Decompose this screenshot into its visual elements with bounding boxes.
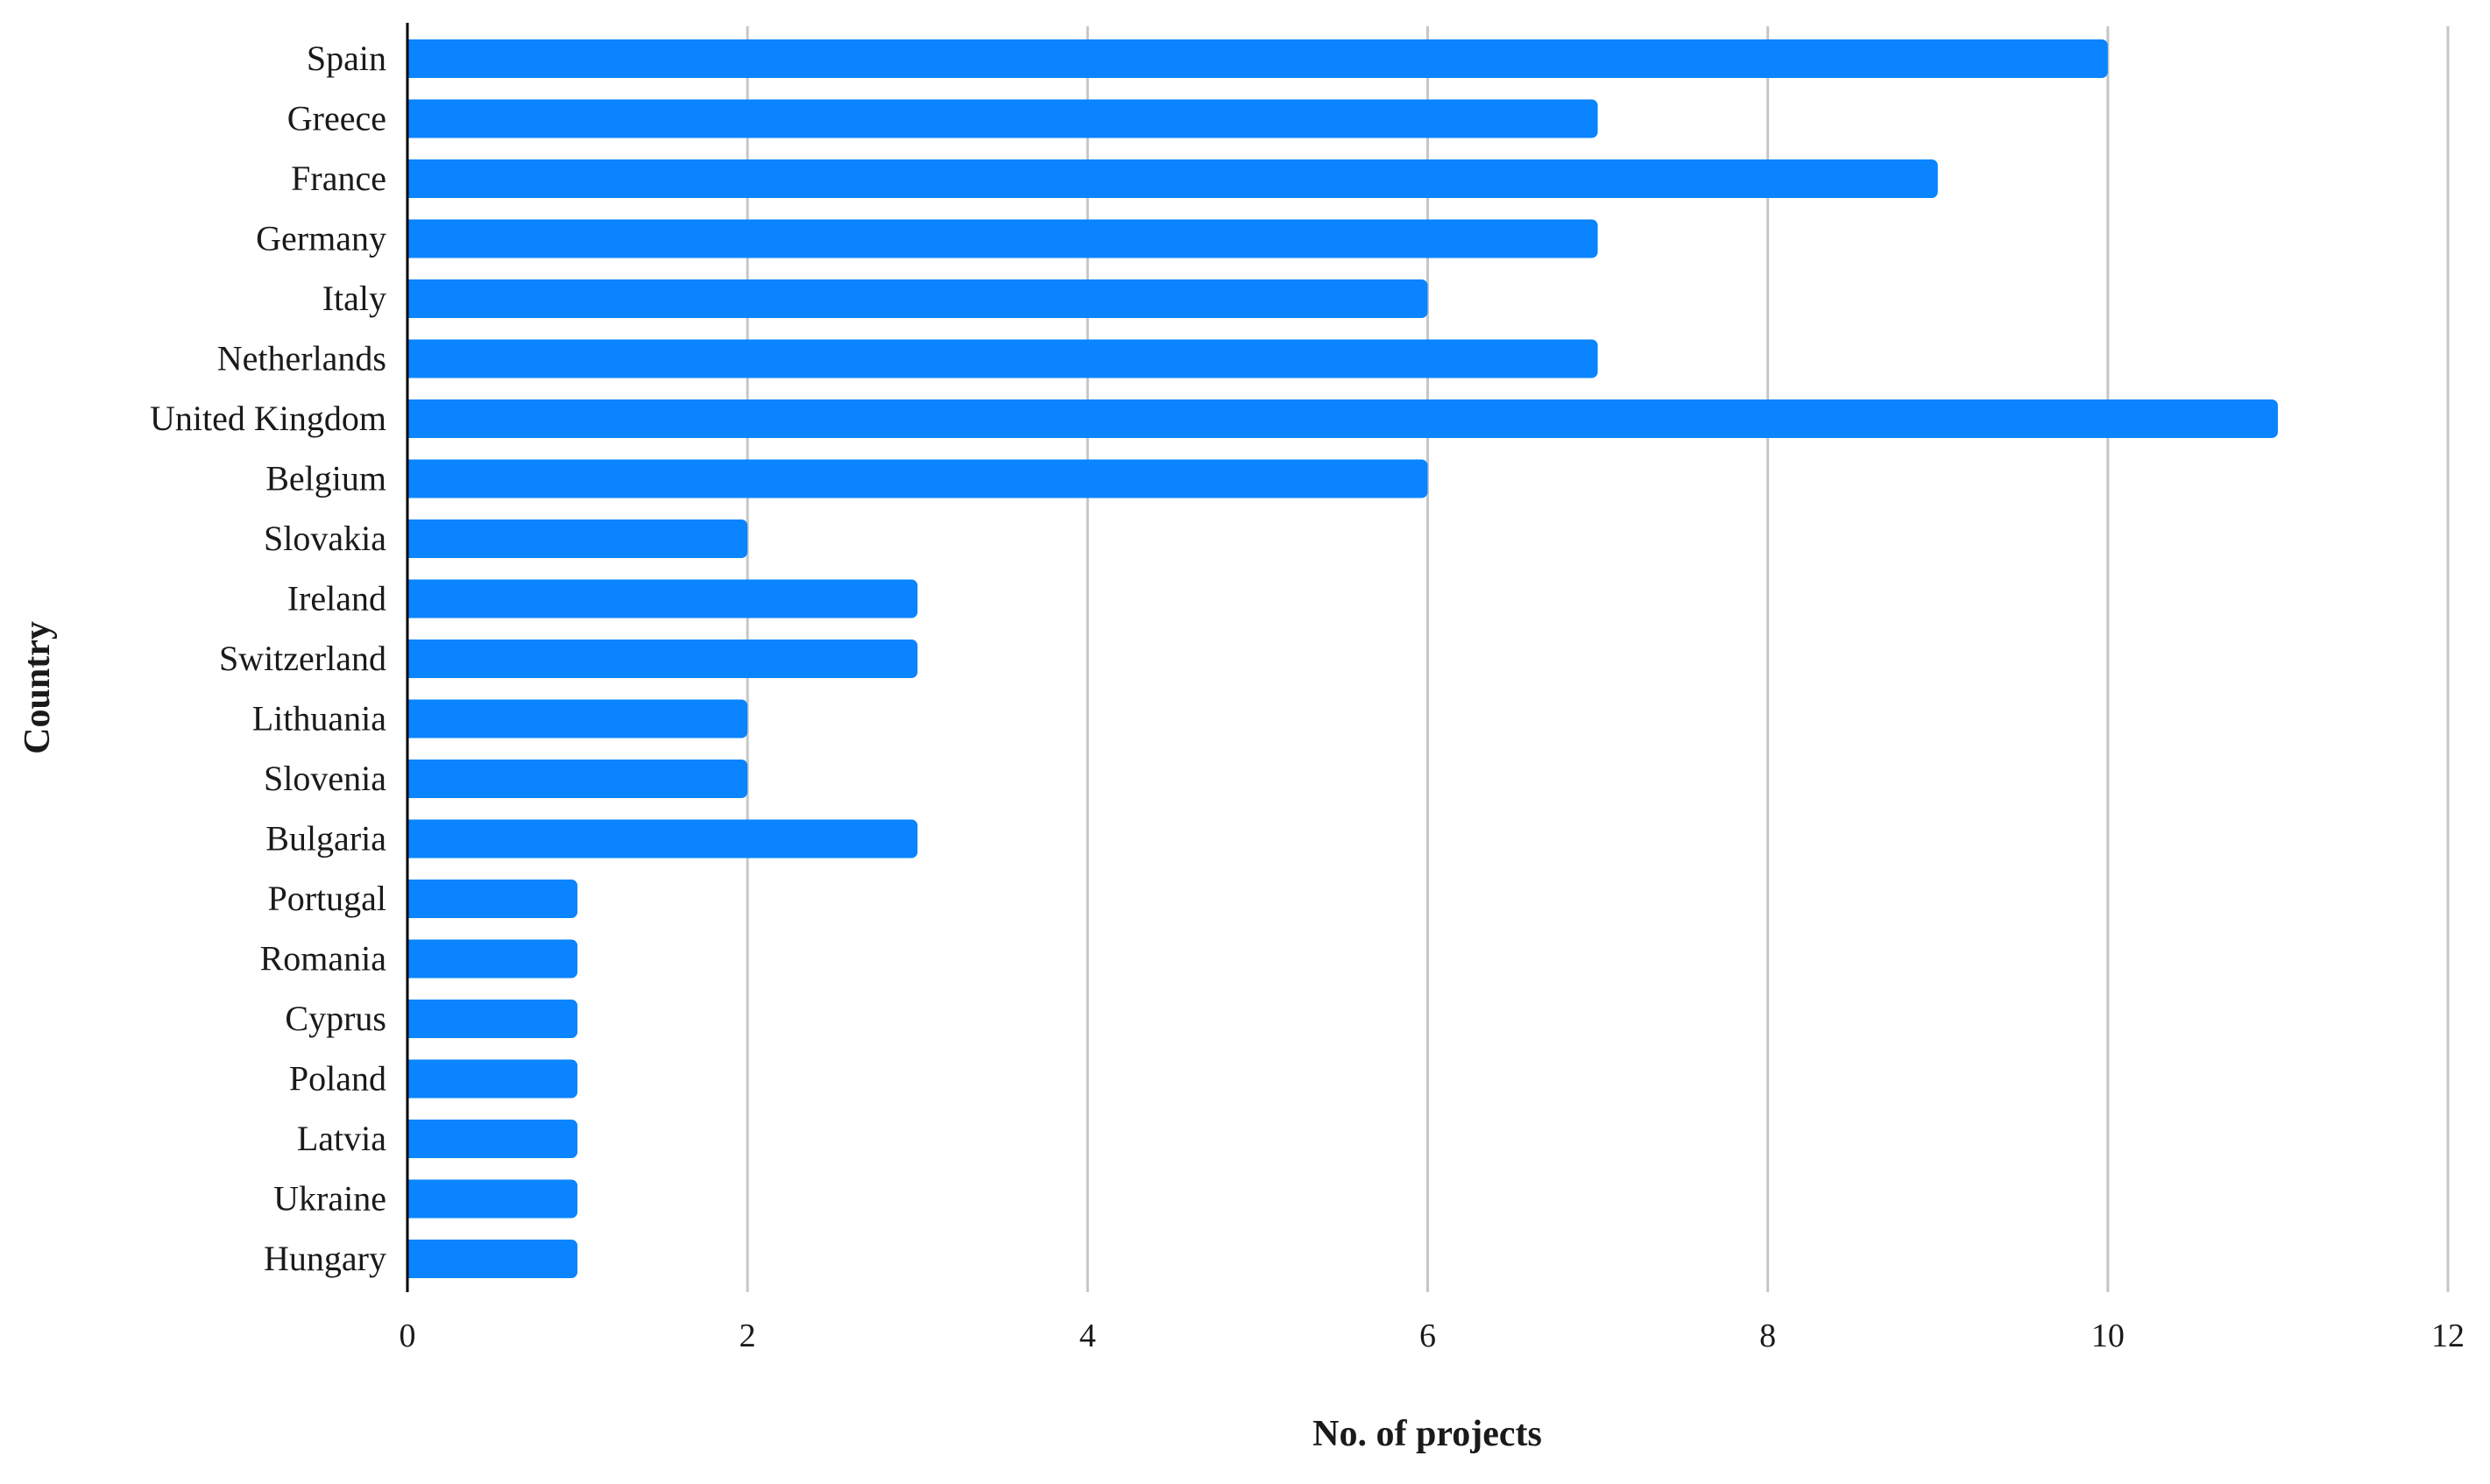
bar (407, 519, 748, 558)
bar-base (407, 939, 416, 979)
bar (407, 939, 578, 979)
y-tick-label: United Kingdom (150, 399, 386, 438)
bar-base (407, 1179, 416, 1219)
bar (407, 339, 1598, 378)
y-tick-label: Belgium (265, 459, 386, 498)
bar (407, 1120, 578, 1158)
x-tick-label: 2 (739, 1318, 756, 1354)
bar (407, 1240, 578, 1278)
y-tick-label: Spain (307, 39, 386, 78)
x-tick-label: 0 (400, 1318, 416, 1354)
bar-base (407, 1120, 416, 1158)
bar (407, 640, 918, 678)
bar-base (407, 339, 416, 378)
y-tick-label: Germany (256, 219, 386, 258)
y-tick-label: Netherlands (217, 339, 386, 378)
bar (407, 99, 1598, 138)
bar (407, 760, 748, 798)
bar (407, 399, 2278, 438)
x-tick-label: 6 (1419, 1318, 1436, 1354)
bar-base (407, 159, 416, 198)
bar (407, 1059, 578, 1099)
gridlines (746, 26, 2450, 1292)
y-tick-label: Greece (287, 99, 386, 138)
bar (407, 279, 1428, 318)
y-tick-label: Slovakia (264, 519, 386, 558)
y-tick-label: Italy (322, 279, 386, 318)
bar-base (407, 819, 416, 859)
y-tick-label: Romania (260, 939, 387, 979)
bar (407, 699, 748, 738)
bar (407, 1000, 578, 1038)
y-tick-label: Poland (289, 1059, 386, 1099)
x-tick-label: 4 (1079, 1318, 1096, 1354)
bar-base (407, 1000, 416, 1038)
bar (407, 880, 578, 918)
bar-base (407, 1059, 416, 1099)
bar-base (407, 699, 416, 738)
y-tick-label: Cyprus (285, 999, 386, 1038)
bar (407, 39, 2108, 78)
bar-base (407, 579, 416, 618)
y-axis-title: Country (18, 621, 58, 754)
bar-base (407, 219, 416, 258)
bar (407, 819, 918, 859)
x-tick-label: 8 (1759, 1318, 1776, 1354)
bar-base (407, 99, 416, 138)
x-tick-label: 12 (2431, 1318, 2465, 1354)
y-tick-label: Lithuania (252, 699, 387, 738)
y-tick-label: Ukraine (273, 1179, 386, 1219)
bar-base (407, 640, 416, 678)
bar-base (407, 880, 416, 918)
bar-base (407, 1240, 416, 1278)
bar-base (407, 459, 416, 498)
x-axis-title: No. of projects (1312, 1414, 1542, 1454)
bar-base (407, 279, 416, 318)
bar-base (407, 760, 416, 798)
y-tick-label: Portugal (267, 879, 386, 918)
y-tick-label: Ireland (287, 579, 386, 618)
bar (407, 459, 1428, 498)
y-tick-label: Hungary (264, 1239, 386, 1278)
y-tick-label: Bulgaria (265, 819, 386, 859)
bar (407, 579, 918, 618)
bar-base (407, 39, 416, 78)
y-tick-label: Switzerland (219, 639, 386, 678)
labels: 0 2 4 6 8 10 12 Spain Greece France Germany Italy Ne… (150, 39, 2465, 1354)
bars (407, 39, 2278, 1278)
y-tick-label: Slovenia (264, 759, 386, 798)
x-tick-label: 10 (2091, 1318, 2125, 1354)
bar-base (407, 519, 416, 558)
y-tick-label: France (291, 159, 386, 198)
y-tick-label: Latvia (297, 1119, 386, 1158)
bar (407, 159, 1938, 198)
bar (407, 1179, 578, 1219)
bar-base (407, 399, 416, 438)
bar (407, 219, 1598, 258)
